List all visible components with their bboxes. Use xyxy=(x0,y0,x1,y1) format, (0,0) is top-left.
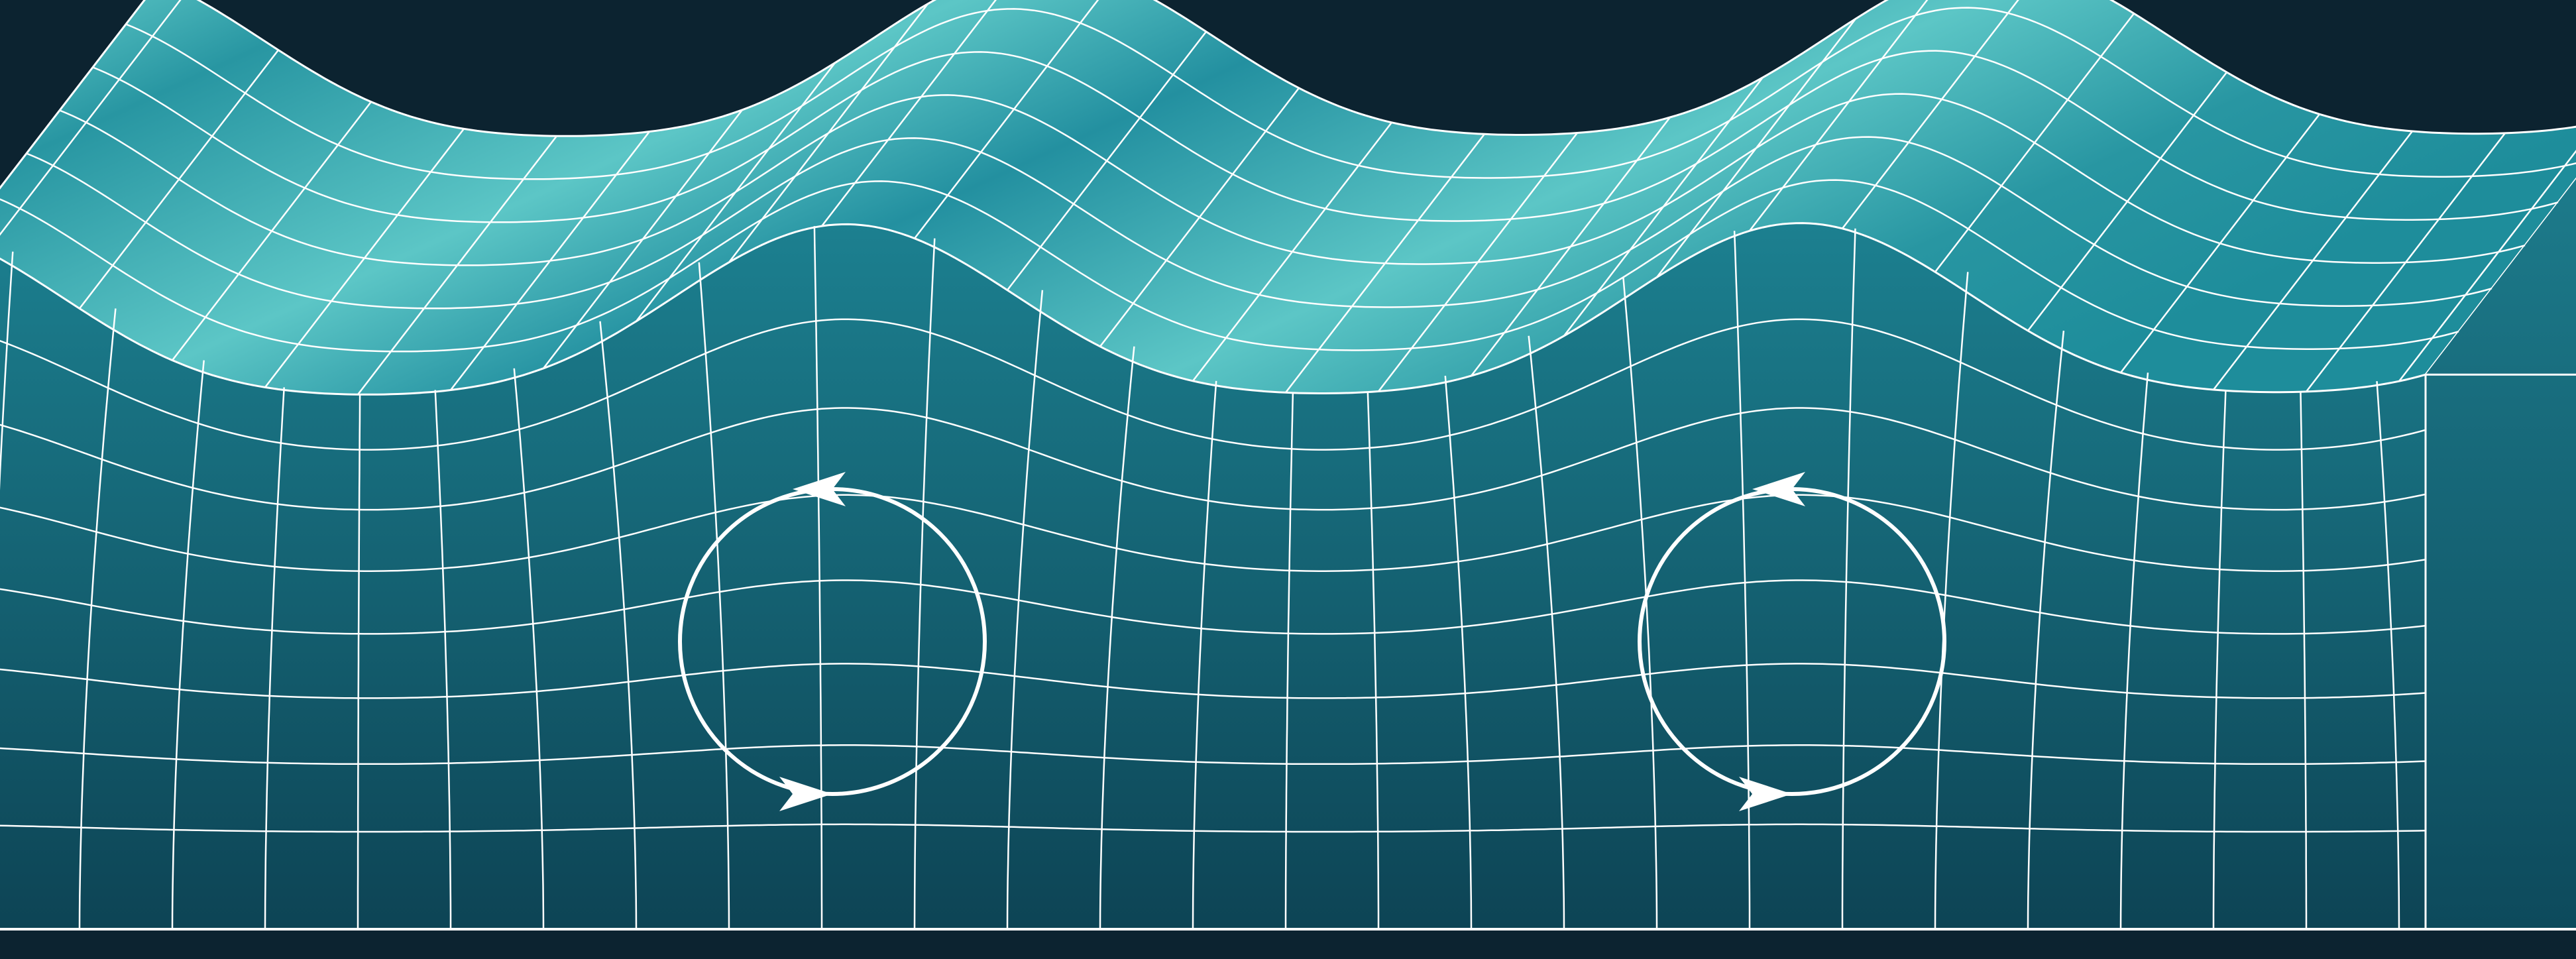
particle-grid-vertical-line xyxy=(1006,290,1044,929)
particle-grid-vertical-line xyxy=(1099,346,1135,929)
surface-grid-line xyxy=(1099,87,1300,347)
surface-grid-line xyxy=(2027,72,2227,331)
surface-grid-line xyxy=(1934,13,2135,273)
surface-grid-line xyxy=(636,62,836,322)
surface-grid-line xyxy=(2306,133,2506,392)
particle-grid-vertical-line xyxy=(813,226,823,928)
surface-grid-line xyxy=(543,109,743,369)
surface-grid-line xyxy=(1656,18,1856,278)
particle-grid-vertical-line xyxy=(513,368,545,929)
particle-grid-vertical-line xyxy=(1284,392,1294,928)
water-right-side xyxy=(2426,116,2576,928)
particle-grid-horizontal-line xyxy=(0,744,2426,765)
surface-grid-line xyxy=(2120,113,2320,374)
particle-grid-vertical-line xyxy=(2119,372,2149,929)
surface-grid-line xyxy=(172,101,372,361)
particle-grid-vertical-line xyxy=(698,262,730,929)
particle-grid-horizontal-line xyxy=(0,823,2426,833)
surface-grid-line xyxy=(728,3,928,263)
surface-grid-line xyxy=(2213,131,2413,390)
surface-grid-line xyxy=(1749,0,1929,232)
particle-grid-vertical-line xyxy=(171,360,205,929)
orbit-arrow-top xyxy=(793,472,846,506)
orbital-path-2 xyxy=(1638,472,1946,811)
surface-grid-line xyxy=(821,0,997,227)
particle-grid-vertical-lines xyxy=(0,226,2400,929)
particle-grid-horizontal-line xyxy=(0,579,2426,635)
particle-grid-vertical-line xyxy=(913,238,936,929)
particle-grid-vertical-line xyxy=(434,390,452,928)
surface-grid-line xyxy=(1563,77,1764,337)
orbit-arrow-bottom xyxy=(779,777,832,811)
particle-grid-vertical-line xyxy=(1192,380,1217,929)
particle-grid-vertical-line xyxy=(1444,375,1473,929)
particle-grid-vertical-line xyxy=(1367,391,1380,928)
particle-grid-vertical-line xyxy=(0,251,14,491)
particle-grid-vertical-line xyxy=(2300,391,2308,928)
particle-grid-vertical-line xyxy=(2212,389,2227,928)
surface-grid-line xyxy=(1471,117,1671,376)
surface-grid-line xyxy=(1192,122,1392,382)
orbit-arrow-top xyxy=(1752,472,1805,506)
surface-grid-line xyxy=(914,0,1099,239)
surface-grid xyxy=(0,0,2576,395)
surface-grid-line xyxy=(264,128,465,388)
particle-grid-horizontal-line xyxy=(0,318,2426,451)
seabed-line xyxy=(0,928,2576,931)
orbital-path-1 xyxy=(678,472,987,811)
water-front-face xyxy=(0,223,2426,928)
particle-grid-vertical-line xyxy=(78,308,117,929)
particle-grid-vertical-line xyxy=(1934,272,1969,929)
surface-grid-line xyxy=(79,49,279,310)
water-side-face xyxy=(2424,116,2576,928)
particle-grid-vertical-line xyxy=(2376,381,2400,929)
surface-grid-line xyxy=(1007,30,1207,291)
surface-grid-line xyxy=(357,135,557,395)
orbit-arrow-bottom xyxy=(1739,777,1792,811)
surface-grid-line xyxy=(1285,133,1485,394)
particle-grid-vertical-line xyxy=(1841,228,1856,928)
particle-grid-horizontal-line xyxy=(0,494,2426,572)
orbital-paths xyxy=(678,472,1946,811)
surface-grid-line xyxy=(0,0,182,236)
particle-grid-vertical-line xyxy=(357,394,361,928)
particle-grid-vertical-line xyxy=(264,387,285,929)
particle-grid-horizontal-lines xyxy=(0,318,2426,833)
surface-grid-line xyxy=(2398,150,2576,382)
particle-grid-horizontal-line xyxy=(0,407,2426,511)
particle-grid-horizontal-line xyxy=(0,663,2426,699)
seabed-floor xyxy=(0,931,2576,959)
surface-grid-line xyxy=(450,131,650,391)
surface-grid-line xyxy=(1378,132,1578,392)
surface-grid-line xyxy=(1842,0,2019,229)
water-body xyxy=(0,223,2426,928)
particle-grid-vertical-line xyxy=(599,321,638,929)
particle-grid-vertical-line xyxy=(1733,231,1751,928)
